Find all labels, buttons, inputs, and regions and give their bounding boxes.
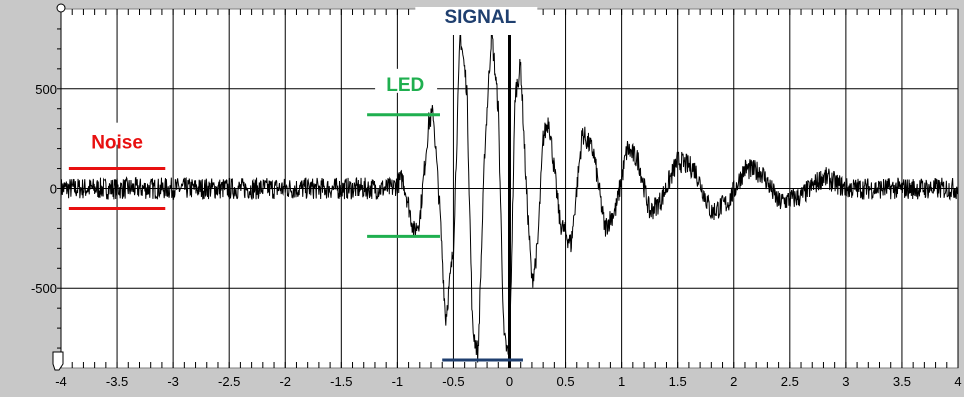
x-tick-label: -4 (55, 374, 67, 389)
led-label: LED (386, 75, 424, 96)
tick-marks (57, 9, 959, 368)
x-tick-label: 1 (618, 374, 625, 389)
annotations: Noise LED SIGNAL (68, 7, 538, 362)
trace-layer (60, 21, 959, 368)
x-tick-label: -2 (279, 374, 291, 389)
top-axis-handle[interactable] (56, 3, 66, 13)
noise-label-bg (71, 122, 148, 145)
y-axis-labels: 500 0 -500 (31, 82, 57, 296)
y-tick-label: 500 (35, 82, 57, 97)
axis-handles[interactable] (52, 3, 66, 371)
x-tick-label: 1.5 (669, 374, 687, 389)
x-tick-label: -2.5 (218, 374, 240, 389)
led-label-bg (375, 68, 438, 93)
x-tick-label: 0.5 (557, 374, 575, 389)
x-tick-label: -3.5 (106, 374, 128, 389)
noise-label: Noise (91, 133, 143, 154)
x-tick-label: 4 (954, 374, 961, 389)
x-tick-label: -0.5 (442, 374, 464, 389)
x-tick-label: 2.5 (781, 374, 799, 389)
x-tick-label: 3.5 (893, 374, 911, 389)
x-tick-label: -1.5 (330, 374, 352, 389)
y-tick-label: -500 (31, 281, 57, 296)
x-tick-label: -1 (392, 374, 404, 389)
x-tick-label: 0 (506, 374, 513, 389)
x-axis-labels: -4 -3.5 -3 -2.5 -2 -1.5 -1 -0.5 0 0.5 1 1.5 2 2.5 3 3.5… (55, 374, 961, 389)
signal-label: SIGNAL (444, 7, 516, 28)
bottom-left-axis-handle[interactable] (52, 351, 64, 371)
x-tick-label: 2 (730, 374, 737, 389)
signal-label-bg (415, 7, 538, 35)
y-tick-label: 0 (50, 182, 57, 197)
x-tick-label: -3 (167, 374, 179, 389)
x-tick-label: 3 (842, 374, 849, 389)
